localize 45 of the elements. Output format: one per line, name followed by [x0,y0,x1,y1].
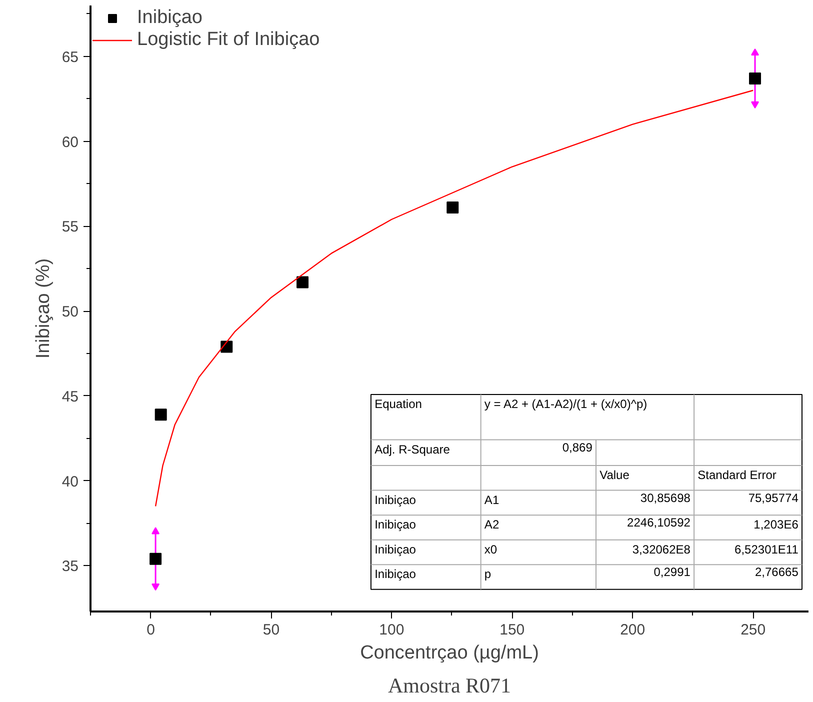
annotation: 0,2991 [654,565,691,580]
annotation: 2,76665 [755,565,799,580]
y-tick-label: 65 [62,48,79,66]
point [296,276,309,288]
annotation: 0,869 [562,440,593,454]
annotation: y = A2 + (A1-A2)/(1 + (x/x0)^p) [484,397,648,412]
x-tick-label: 0 [146,622,155,638]
y-tick-label: 50 [62,304,79,321]
legend-label: Logistic Fit of Inibiçao [137,29,320,51]
annotation: Standard Error [698,468,776,482]
annotation: 3,32062E8 [632,542,691,556]
annotation: Inibiçao [374,492,416,507]
annotation: A1 [484,492,500,507]
point [150,552,162,565]
annotation: 6,52301E11 [734,542,799,556]
y-axis-title: Inibiçao (%) [32,258,54,359]
x-tick-label: 250 [740,622,766,638]
y-tick-label: 45 [62,388,79,406]
point [154,408,167,421]
annotation: 1,203E6 [754,518,799,532]
annotation: A2 [484,518,500,532]
x-tick-label: 150 [500,622,525,638]
x-axis-title: Concentrçao (µg/mL) [360,642,539,664]
annotation: p [484,567,492,582]
annotation: Inibiçao [374,542,416,556]
point [749,72,762,84]
legend-label: Inibiçao [137,7,202,29]
x-tick-label: 50 [262,622,280,638]
annotation: 2246,10592 [627,516,691,530]
annotation: 75,95774 [748,490,799,505]
text: Amostra R071 [388,674,512,698]
annotation: Inibiçao [374,518,416,532]
point [446,202,459,214]
y-tick-label: 35 [62,558,79,576]
annotation: Adj. R-Square [374,442,450,456]
x-tick-label: 100 [379,622,404,638]
annotation: x0 [484,542,498,556]
annotation: Equation [374,397,422,412]
annotation: Inibiçao [374,567,416,582]
annotation: 30,85698 [640,490,691,505]
annotation: Value [600,468,630,482]
x-tick-label: 200 [620,622,646,638]
y-tick-label: 40 [62,473,79,490]
y-tick-label: 60 [62,134,79,151]
y-tick-label: 55 [62,218,79,236]
